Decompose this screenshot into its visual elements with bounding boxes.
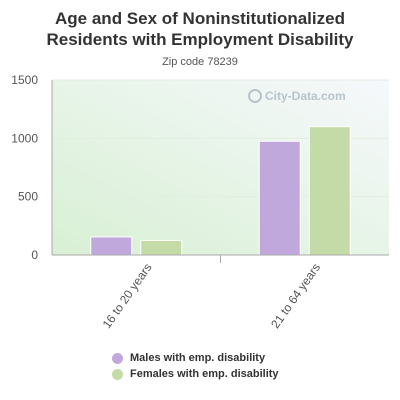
chart-subtitle: Zip code 78239 bbox=[162, 56, 238, 68]
legend-swatch-males bbox=[112, 352, 123, 364]
axes bbox=[51, 80, 389, 263]
bar bbox=[90, 236, 133, 256]
chart-title: Age and Sex of Noninstitutionalized Resi… bbox=[0, 8, 400, 50]
y-tick-label: 1500 bbox=[11, 73, 38, 87]
legend-item-males: Males with emp. disability bbox=[112, 350, 279, 366]
y-tick-label: 1000 bbox=[11, 131, 38, 145]
chart-title-line-2: Residents with Employment Disability bbox=[46, 30, 354, 49]
x-tick-label: 21 to 64 years bbox=[268, 261, 323, 331]
bar bbox=[140, 239, 183, 256]
legend-label-males: Males with emp. disability bbox=[130, 352, 266, 364]
legend-item-females: Females with emp. disability bbox=[112, 366, 279, 382]
chart-title-line-1: Age and Sex of Noninstitutionalized bbox=[55, 9, 345, 28]
y-tick-label: 0 bbox=[31, 248, 38, 262]
legend-swatch-females bbox=[112, 368, 123, 380]
legend-label-females: Females with emp. disability bbox=[130, 368, 279, 380]
legend: Males with emp. disability Females with … bbox=[112, 350, 279, 382]
bar bbox=[308, 126, 351, 256]
watermark-icon bbox=[248, 89, 262, 103]
watermark-text: City-Data.com bbox=[265, 89, 346, 103]
watermark: City-Data.com bbox=[248, 89, 346, 103]
x-axis-labels: 16 to 20 years 21 to 64 years bbox=[100, 261, 324, 331]
bars bbox=[90, 126, 351, 256]
y-axis-labels: 0 500 1000 1500 bbox=[11, 73, 38, 262]
bar bbox=[258, 140, 301, 256]
y-tick-label: 500 bbox=[18, 190, 38, 204]
x-tick-label: 16 to 20 years bbox=[100, 261, 155, 331]
